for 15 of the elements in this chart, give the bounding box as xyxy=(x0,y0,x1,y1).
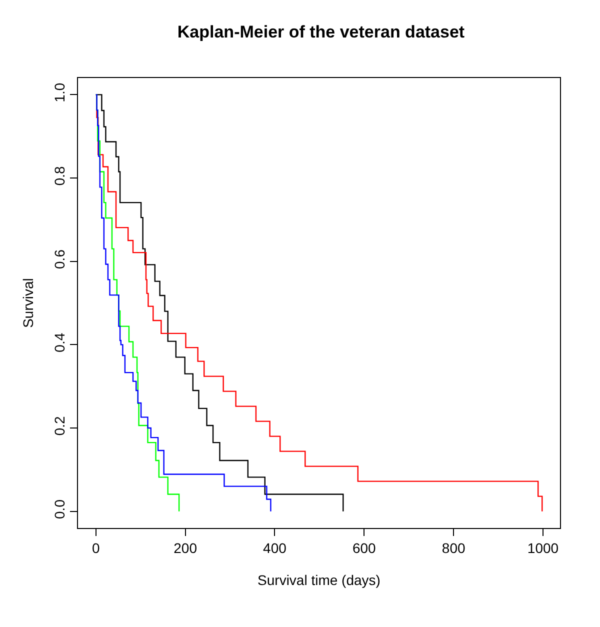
x-tick-label: 600 xyxy=(352,540,376,556)
y-axis-title: Survival xyxy=(20,278,36,328)
x-axis-title: Survival time (days) xyxy=(258,572,380,588)
chart-title: Kaplan-Meier of the veteran dataset xyxy=(177,22,465,42)
x-tick-label: 1000 xyxy=(527,540,559,556)
y-tick-label: 0.0 xyxy=(51,499,68,519)
x-tick-label: 0 xyxy=(92,540,100,556)
y-tick-label: 0.2 xyxy=(51,416,68,436)
x-tick-label: 800 xyxy=(442,540,466,556)
x-tick-label: 400 xyxy=(263,540,287,556)
y-tick-label: 0.4 xyxy=(51,332,68,352)
y-tick-label: 0.6 xyxy=(51,249,68,269)
y-tick-label: 0.8 xyxy=(51,166,68,186)
x-tick-label: 200 xyxy=(174,540,198,556)
y-tick-label: 1.0 xyxy=(51,82,68,102)
